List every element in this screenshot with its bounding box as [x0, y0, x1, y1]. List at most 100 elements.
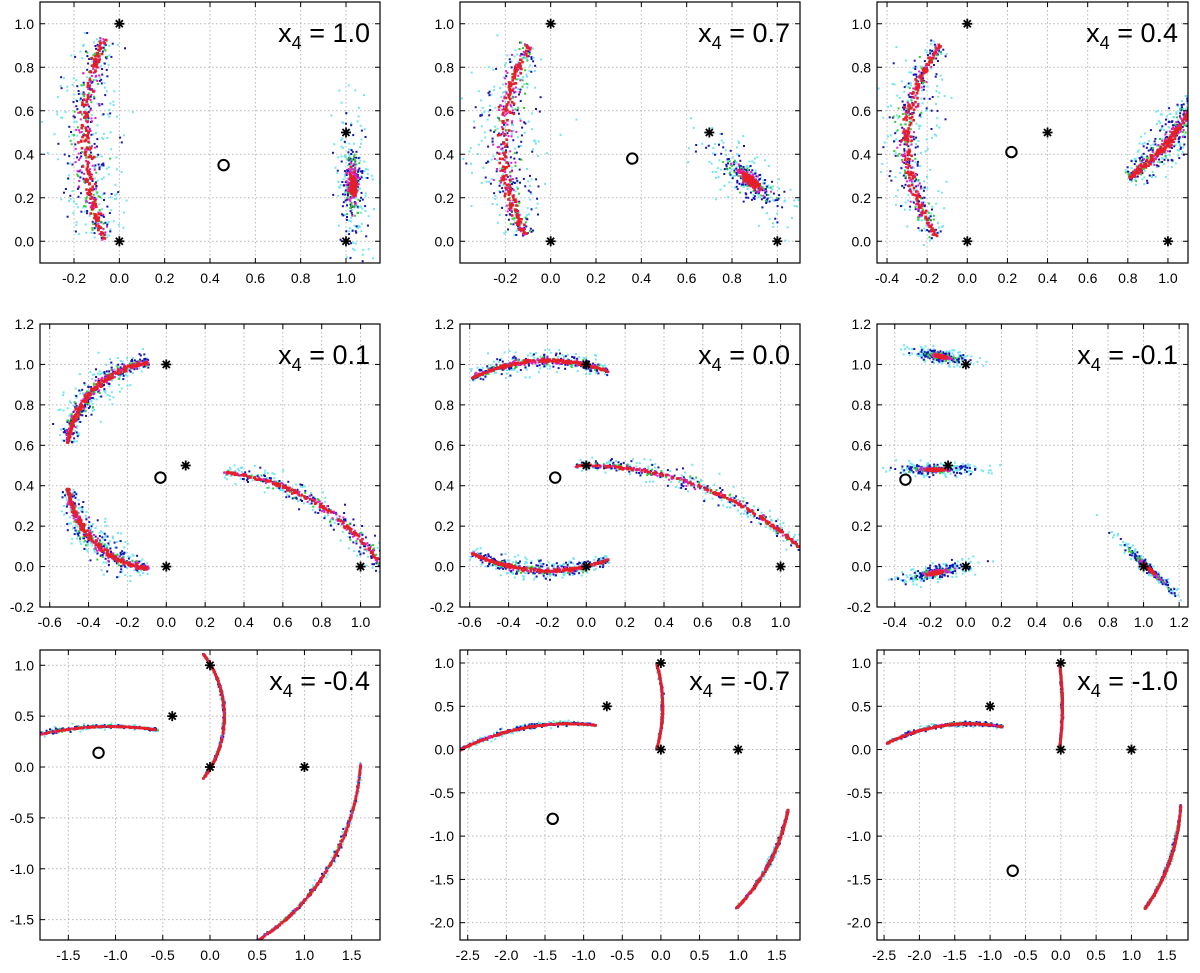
data-point [766, 212, 768, 215]
data-point [74, 147, 77, 150]
data-point [79, 411, 82, 414]
data-point [503, 91, 506, 93]
data-point [341, 213, 344, 216]
data-point [539, 96, 542, 99]
data-point [91, 409, 94, 412]
data-point [340, 139, 343, 141]
data-point [1182, 117, 1186, 121]
data-point [363, 170, 366, 173]
data-point [63, 77, 65, 80]
data-point [65, 430, 68, 433]
data-point [739, 159, 742, 162]
data-point [119, 571, 122, 574]
data-point [119, 371, 122, 374]
data-point [347, 84, 350, 87]
data-point [915, 91, 919, 95]
data-point [920, 229, 923, 232]
data-point [81, 99, 84, 102]
data-point [53, 133, 56, 136]
data-point [527, 50, 530, 53]
data-point [93, 177, 96, 180]
data-point [59, 434, 61, 436]
data-point [909, 128, 912, 131]
data-point [900, 205, 902, 208]
data-point [915, 199, 919, 202]
data-point [509, 213, 512, 216]
data-point [350, 202, 353, 204]
data-point [116, 43, 119, 46]
data-point [82, 533, 85, 536]
data-point [64, 430, 66, 432]
data-point [538, 110, 541, 113]
data-point [133, 569, 136, 571]
data-point [766, 185, 769, 188]
data-point [1133, 157, 1136, 160]
data-point [126, 357, 129, 360]
data-point [505, 138, 509, 141]
data-point [102, 573, 105, 576]
data-point [915, 185, 918, 188]
data-point [1174, 123, 1177, 126]
data-point [793, 199, 796, 202]
data-point [124, 366, 127, 370]
data-point [372, 257, 374, 260]
data-point [1180, 104, 1183, 106]
data-point [1195, 100, 1198, 103]
data-point [1138, 157, 1141, 159]
data-point [337, 194, 340, 197]
data-point [520, 145, 522, 147]
data-point [920, 97, 923, 100]
data-point [91, 177, 94, 181]
data-point [509, 204, 512, 207]
data-point [66, 215, 69, 218]
data-point [343, 191, 346, 194]
data-point [84, 396, 88, 400]
data-point [77, 92, 80, 95]
data-point [343, 175, 346, 178]
data-point [929, 168, 932, 171]
data-point [525, 232, 528, 235]
data-point [353, 182, 356, 186]
data-point [76, 187, 79, 190]
data-point [131, 364, 135, 367]
data-point [107, 222, 109, 225]
data-point [914, 173, 917, 175]
data-point [85, 414, 87, 417]
data-point [751, 172, 754, 175]
data-point [1159, 161, 1162, 164]
data-point [1196, 104, 1198, 106]
data-point [350, 161, 353, 164]
data-point [1143, 141, 1146, 144]
data-point [117, 363, 120, 366]
data-point [1192, 108, 1194, 110]
data-point [75, 406, 78, 409]
data-point [921, 187, 924, 190]
data-point [77, 412, 81, 416]
data-point [81, 400, 85, 403]
data-point [742, 174, 746, 177]
data-point [74, 524, 77, 527]
data-point [793, 205, 796, 207]
data-point [903, 161, 906, 164]
data-point [536, 154, 539, 157]
data-point [86, 68, 89, 71]
data-point [911, 193, 915, 196]
data-point [931, 137, 933, 139]
data-point [786, 226, 789, 229]
data-point [76, 432, 79, 435]
data-point [1165, 118, 1167, 121]
data-point [98, 531, 101, 534]
data-point [86, 84, 89, 87]
data-point [519, 88, 522, 91]
data-point [526, 83, 529, 86]
data-point [517, 60, 520, 63]
data-point [1152, 162, 1155, 164]
data-point [88, 71, 90, 74]
data-point [734, 162, 737, 165]
data-point [80, 126, 83, 130]
data-point [349, 203, 352, 206]
data-point [352, 158, 355, 161]
data-point [1165, 157, 1168, 159]
data-point [511, 111, 513, 114]
data-point [517, 77, 520, 80]
